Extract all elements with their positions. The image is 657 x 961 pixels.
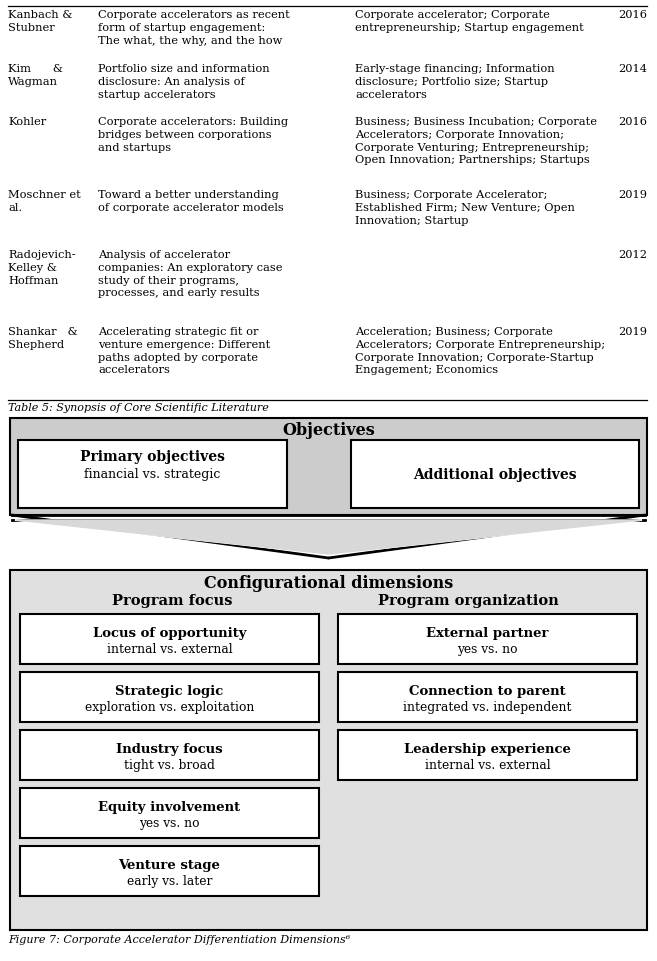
Text: Equity involvement: Equity involvement bbox=[99, 801, 240, 814]
Text: Moschner et
al.: Moschner et al. bbox=[8, 190, 81, 212]
Text: Corporate accelerator; Corporate
entrepreneurship; Startup engagement: Corporate accelerator; Corporate entrepr… bbox=[355, 10, 584, 33]
Text: Corporate accelerators: Building
bridges between corporations
and startups: Corporate accelerators: Building bridges… bbox=[98, 117, 288, 153]
Text: Leadership experience: Leadership experience bbox=[404, 743, 571, 756]
Bar bbox=[18, 440, 287, 508]
Bar bbox=[20, 788, 319, 838]
Text: Radojevich-
Kelley &
Hoffman: Radojevich- Kelley & Hoffman bbox=[8, 250, 76, 285]
Text: 2016: 2016 bbox=[618, 10, 647, 20]
Text: Figure 7: Corporate Accelerator Differentiation Dimensions⁶: Figure 7: Corporate Accelerator Differen… bbox=[8, 935, 350, 945]
Text: Primary objectives: Primary objectives bbox=[80, 450, 225, 464]
Text: Program organization: Program organization bbox=[378, 594, 559, 608]
Text: Kim      &
Wagman: Kim & Wagman bbox=[8, 64, 63, 86]
Text: Locus of opportunity: Locus of opportunity bbox=[93, 627, 246, 640]
Text: Business; Corporate Accelerator;
Established Firm; New Venture; Open
Innovation;: Business; Corporate Accelerator; Establi… bbox=[355, 190, 575, 226]
Text: Strategic logic: Strategic logic bbox=[116, 685, 223, 698]
Text: 2012: 2012 bbox=[618, 250, 647, 260]
Bar bbox=[10, 570, 647, 930]
Text: tight vs. broad: tight vs. broad bbox=[124, 759, 215, 772]
Text: Toward a better understanding
of corporate accelerator models: Toward a better understanding of corpora… bbox=[98, 190, 284, 212]
Text: Acceleration; Business; Corporate
Accelerators; Corporate Entrepreneurship;
Corp: Acceleration; Business; Corporate Accele… bbox=[355, 327, 605, 376]
Bar bbox=[10, 418, 647, 515]
Text: exploration vs. exploitation: exploration vs. exploitation bbox=[85, 701, 254, 714]
Text: integrated vs. independent: integrated vs. independent bbox=[403, 701, 572, 714]
Bar bbox=[20, 672, 319, 722]
Text: Table 5: Synopsis of Core Scientific Literature: Table 5: Synopsis of Core Scientific Lit… bbox=[8, 403, 269, 413]
Text: Shankar   &
Shepherd: Shankar & Shepherd bbox=[8, 327, 78, 350]
Text: early vs. later: early vs. later bbox=[127, 875, 212, 888]
Bar bbox=[338, 730, 637, 780]
Text: financial vs. strategic: financial vs. strategic bbox=[84, 468, 221, 481]
Text: Portfolio size and information
disclosure: An analysis of
startup accelerators: Portfolio size and information disclosur… bbox=[98, 64, 269, 100]
Bar bbox=[20, 846, 319, 896]
Text: Additional objectives: Additional objectives bbox=[413, 468, 577, 482]
Polygon shape bbox=[16, 520, 641, 554]
Text: Venture stage: Venture stage bbox=[118, 859, 220, 872]
Text: internal vs. external: internal vs. external bbox=[106, 643, 233, 656]
Text: Connection to parent: Connection to parent bbox=[409, 685, 566, 698]
Text: Analysis of accelerator
companies: An exploratory case
study of their programs,
: Analysis of accelerator companies: An ex… bbox=[98, 250, 283, 299]
Text: Corporate accelerators as recent
form of startup engagement:
The what, the why, : Corporate accelerators as recent form of… bbox=[98, 10, 290, 45]
Text: 2016: 2016 bbox=[618, 117, 647, 127]
Text: Kohler: Kohler bbox=[8, 117, 46, 127]
Bar bbox=[338, 672, 637, 722]
Text: Business; Business Incubation; Corporate
Accelerators; Corporate Innovation;
Cor: Business; Business Incubation; Corporate… bbox=[355, 117, 597, 165]
Bar bbox=[20, 730, 319, 780]
Bar bbox=[338, 614, 637, 664]
Text: 2019: 2019 bbox=[618, 190, 647, 200]
Text: 2019: 2019 bbox=[618, 327, 647, 337]
Text: External partner: External partner bbox=[426, 627, 549, 640]
Text: yes vs. no: yes vs. no bbox=[457, 643, 518, 656]
Text: Configurational dimensions: Configurational dimensions bbox=[204, 575, 453, 592]
Bar bbox=[351, 440, 639, 508]
Text: 2014: 2014 bbox=[618, 64, 647, 74]
Text: internal vs. external: internal vs. external bbox=[424, 759, 551, 772]
Text: Industry focus: Industry focus bbox=[116, 743, 223, 756]
Text: Early-stage financing; Information
disclosure; Portfolio size; Startup
accelerat: Early-stage financing; Information discl… bbox=[355, 64, 555, 100]
Text: Objectives: Objectives bbox=[282, 422, 375, 439]
Text: Program focus: Program focus bbox=[112, 594, 233, 608]
Text: yes vs. no: yes vs. no bbox=[139, 817, 200, 830]
Text: Accelerating strategic fit or
venture emergence: Different
paths adopted by corp: Accelerating strategic fit or venture em… bbox=[98, 327, 270, 376]
Bar bbox=[20, 614, 319, 664]
Text: Kanbach &
Stubner: Kanbach & Stubner bbox=[8, 10, 72, 33]
